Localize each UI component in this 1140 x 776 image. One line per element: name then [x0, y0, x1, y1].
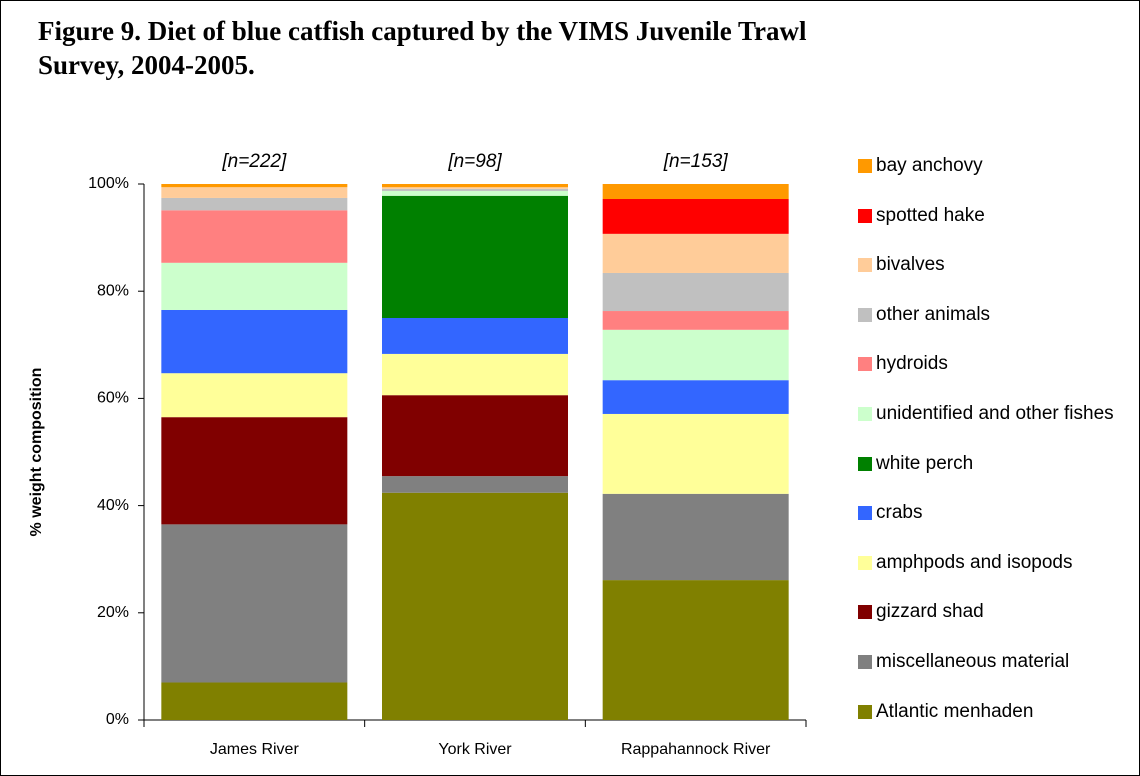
bar-segment [161, 210, 348, 263]
bar-segment [602, 233, 789, 273]
bar-segment [161, 184, 348, 188]
legend-label: other animals [876, 303, 991, 325]
legend-label: Atlantic menhaden [876, 700, 1034, 722]
bar-segment [382, 188, 568, 191]
bar-segment [161, 262, 348, 310]
legend-label: crabs [876, 502, 923, 524]
legend-label: unidentified and other fishes [876, 403, 1114, 424]
legend-label: white perch [876, 452, 974, 474]
legend-swatch [858, 258, 872, 273]
legend-label: bay anchovy [876, 155, 983, 176]
y-tick-label: 80% [97, 282, 129, 299]
bar-segment [382, 492, 568, 720]
bar-segment [382, 195, 568, 318]
legend-swatch [858, 159, 872, 173]
bar-segment [161, 524, 348, 683]
bar-segment [161, 682, 348, 720]
legend-label: amphpods and isopods [876, 551, 1073, 573]
bar-segment [602, 380, 789, 414]
legend-label: hydroids [876, 353, 948, 375]
y-tick-label: 60% [97, 390, 129, 407]
legend-swatch [858, 605, 872, 620]
bar-segment [602, 493, 789, 581]
x-tick-label: Rappahannock River [621, 741, 771, 758]
bar-segment [382, 184, 568, 188]
y-axis-label: % weight composition [28, 368, 45, 537]
legend-swatch [858, 704, 872, 719]
legend-label: gizzard shad [876, 601, 984, 623]
bar-segment [161, 373, 348, 418]
annotation: [n=222] [221, 151, 287, 172]
legend-label: miscellaneous material [876, 651, 1070, 672]
bar-segment [382, 190, 568, 196]
bar-segment [382, 187, 568, 189]
legend-label: spotted hake [876, 204, 985, 226]
bar-segment [382, 476, 568, 493]
annotation: [n=153] [663, 151, 729, 172]
bar-segment [602, 311, 789, 330]
legend-swatch [858, 407, 872, 421]
bar-segment [161, 309, 348, 374]
legend-swatch [858, 655, 872, 669]
bar-segment [382, 318, 568, 354]
bar-segment [382, 395, 568, 477]
legend-swatch [858, 456, 872, 471]
legend-swatch [858, 357, 872, 372]
bar-segment [602, 413, 789, 494]
bar-segment [602, 199, 789, 234]
bar-segment [161, 197, 348, 211]
legend-label: bivalves [876, 254, 945, 276]
legend-swatch [858, 307, 872, 322]
legend-swatch [858, 208, 872, 223]
x-tick-label: York River [438, 741, 512, 758]
x-tick-label: James River [210, 741, 300, 758]
bar-segment [602, 272, 789, 312]
bar-segment [382, 353, 568, 396]
chart-title: Figure 9. Diet of blue catfish captured … [38, 16, 807, 80]
bar-segment [602, 580, 789, 720]
y-tick-label: 100% [88, 175, 129, 192]
bar-segment [602, 184, 789, 200]
y-tick-label: 40% [97, 497, 129, 514]
legend-swatch [858, 506, 872, 521]
y-tick-label: 20% [97, 604, 129, 621]
legend-swatch [858, 555, 872, 570]
bar-segment [161, 417, 348, 525]
bar-segment [602, 329, 789, 381]
y-tick-label: 0% [106, 711, 129, 728]
bar-segment [161, 187, 348, 198]
annotation: [n=98] [447, 151, 502, 172]
